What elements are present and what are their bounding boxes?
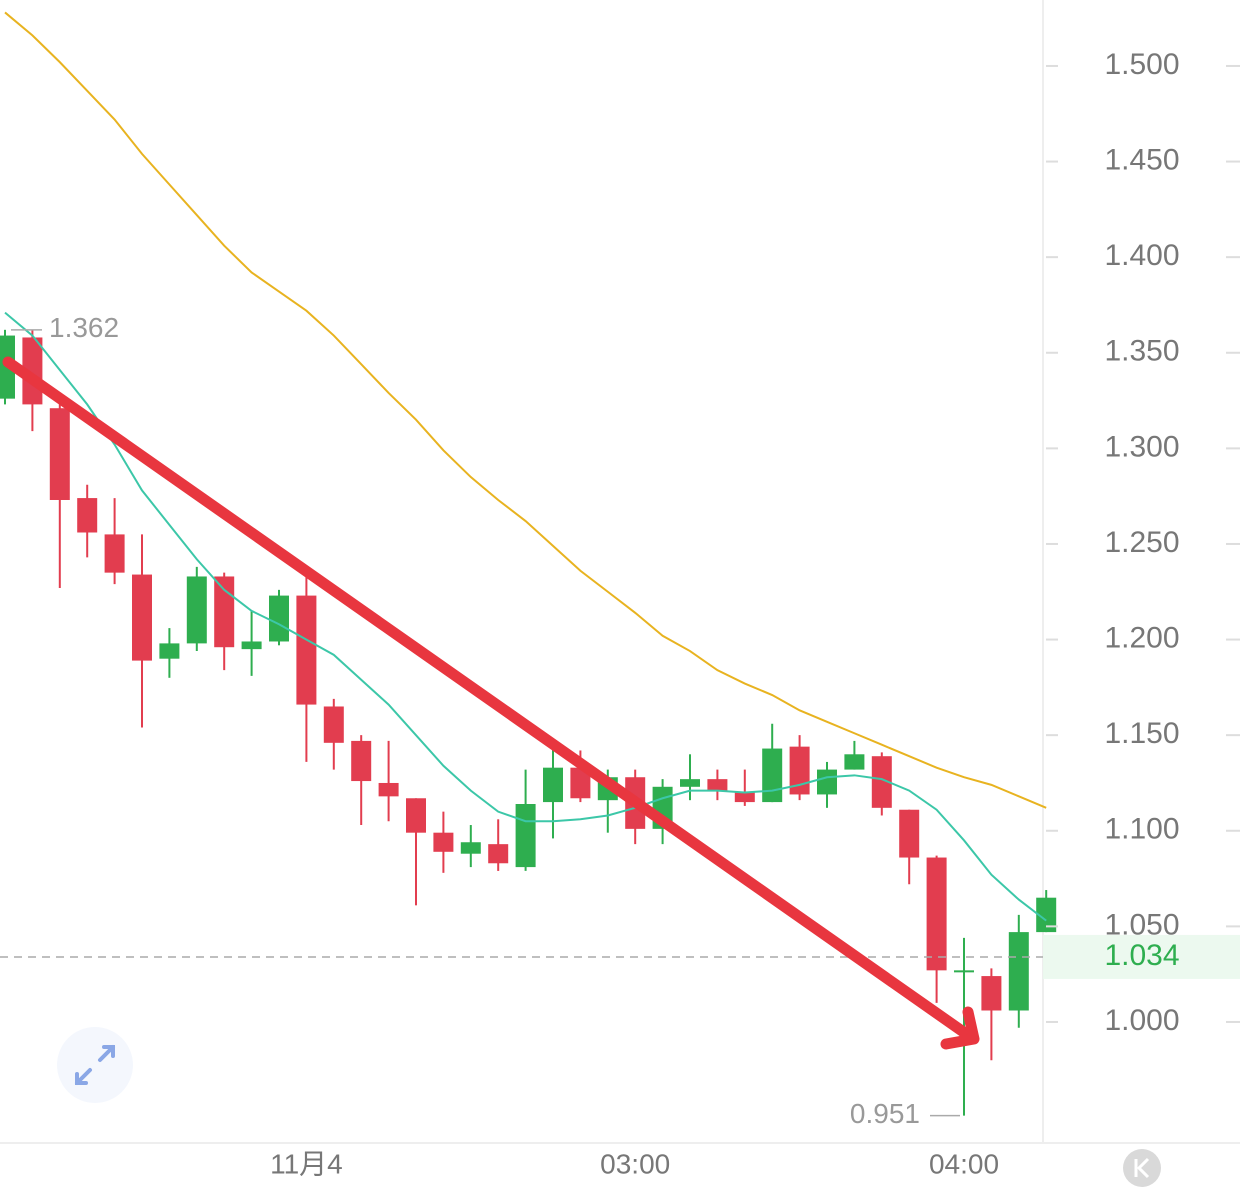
y-tick-label: 1.200 bbox=[1104, 621, 1179, 654]
candle-body bbox=[515, 804, 536, 868]
y-tick-label: 1.250 bbox=[1104, 526, 1179, 559]
candle-body bbox=[981, 976, 1002, 1011]
candle-body bbox=[269, 595, 289, 642]
expand-button[interactable] bbox=[57, 1027, 133, 1103]
max-label: 1.362 bbox=[49, 312, 119, 343]
candle-body bbox=[296, 595, 317, 705]
min-label: 0.951 bbox=[850, 1098, 920, 1129]
candle-body bbox=[460, 842, 481, 854]
ma-line bbox=[4, 11, 1047, 809]
candle-body bbox=[323, 706, 344, 743]
candle-body bbox=[899, 809, 920, 858]
candle-body bbox=[104, 534, 125, 573]
x-tick-label: 04:00 bbox=[929, 1148, 999, 1179]
x-tick-label: 03:00 bbox=[600, 1148, 670, 1179]
candle-body bbox=[817, 769, 837, 795]
x-tick-label: 11月4 bbox=[270, 1148, 343, 1179]
candle-body bbox=[680, 779, 700, 787]
y-tick-label: 1.300 bbox=[1104, 430, 1179, 463]
candle-body bbox=[734, 792, 755, 803]
k-button[interactable] bbox=[1123, 1149, 1161, 1187]
candle-body bbox=[543, 767, 563, 803]
candle-body bbox=[186, 576, 207, 644]
candle-body bbox=[762, 748, 783, 803]
candle-body bbox=[844, 754, 865, 770]
y-tick-label: 1.500 bbox=[1104, 48, 1179, 81]
candle-body bbox=[433, 832, 454, 852]
candle-body bbox=[77, 498, 98, 533]
y-tick-label: 1.350 bbox=[1104, 335, 1179, 368]
candle-body bbox=[214, 576, 235, 648]
y-tick-label: 1.400 bbox=[1104, 239, 1179, 272]
candle-body bbox=[49, 408, 70, 500]
candle-body bbox=[241, 641, 262, 650]
candle-body bbox=[707, 779, 728, 791]
candle-body bbox=[871, 756, 892, 808]
plot bbox=[0, 11, 1057, 1116]
trend-arrow bbox=[2, 356, 980, 1050]
candle-body bbox=[926, 857, 947, 971]
y-tick-label: 1.450 bbox=[1104, 143, 1179, 176]
y-tick-label: 1.000 bbox=[1104, 1004, 1179, 1037]
y-tick-label: 1.100 bbox=[1104, 813, 1179, 846]
y-tick-label: 1.150 bbox=[1104, 717, 1179, 750]
candle-body bbox=[1036, 897, 1057, 933]
candle-body bbox=[954, 970, 974, 973]
last-price-box bbox=[1043, 934, 1240, 979]
candle-body bbox=[159, 643, 180, 659]
candle-body bbox=[1008, 932, 1029, 1011]
candle-body bbox=[132, 574, 152, 661]
candle-body bbox=[351, 740, 372, 782]
candle-body bbox=[378, 782, 399, 797]
candle-body bbox=[570, 767, 591, 799]
candle-body bbox=[406, 798, 426, 833]
candle-body bbox=[488, 844, 509, 864]
last-price-label: 1.034 bbox=[1104, 939, 1179, 972]
ma-line bbox=[4, 311, 1047, 922]
